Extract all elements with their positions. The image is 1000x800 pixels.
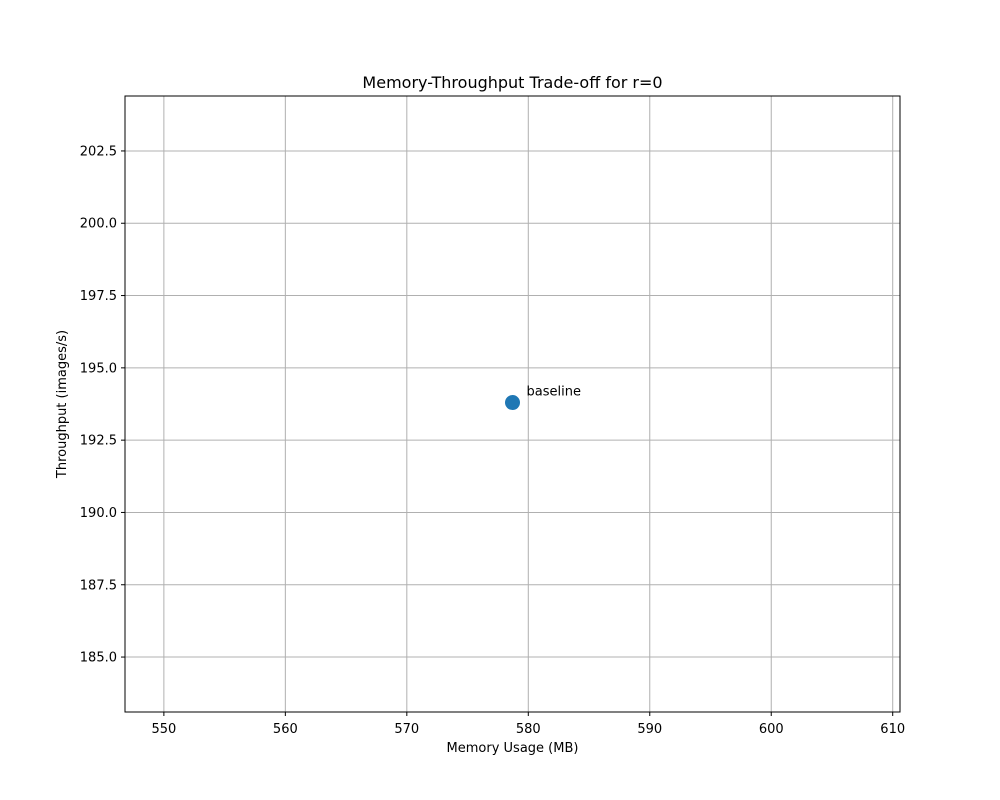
- y-tick-label: 202.5: [80, 144, 117, 159]
- plot-frame: [124, 95, 901, 713]
- y-axis-ticks: 185.0 187.5 190.0 192.5 195.0 197.5 200.0 202.5: [80, 144, 125, 666]
- x-tick-label: 600: [759, 722, 784, 737]
- y-tick-label: 197.5: [80, 289, 117, 304]
- x-axis-label: Memory Usage (MB): [447, 741, 579, 756]
- y-tick-label: 200.0: [80, 217, 117, 232]
- y-axis-label: Throughput (images/s): [55, 330, 70, 479]
- x-axis-ticks: 550 560 570 580 590 600 610: [151, 712, 905, 737]
- y-tick-label: 195.0: [80, 361, 117, 376]
- chart-title: Memory-Throughput Trade-off for r=0: [362, 73, 662, 92]
- x-tick-label: 560: [273, 722, 298, 737]
- point-annotation: baseline: [527, 385, 581, 400]
- x-tick-label: 590: [637, 722, 662, 737]
- x-tick-label: 550: [151, 722, 176, 737]
- y-tick-label: 192.5: [80, 434, 117, 449]
- x-tick-label: 570: [394, 722, 419, 737]
- data-points: baseline: [505, 385, 581, 411]
- data-point: [505, 395, 520, 411]
- y-tick-label: 187.5: [80, 578, 117, 593]
- y-tick-label: 190.0: [80, 506, 117, 521]
- x-tick-label: 610: [880, 722, 905, 737]
- grid: [125, 96, 900, 712]
- x-tick-label: 580: [516, 722, 541, 737]
- y-tick-label: 185.0: [80, 651, 117, 666]
